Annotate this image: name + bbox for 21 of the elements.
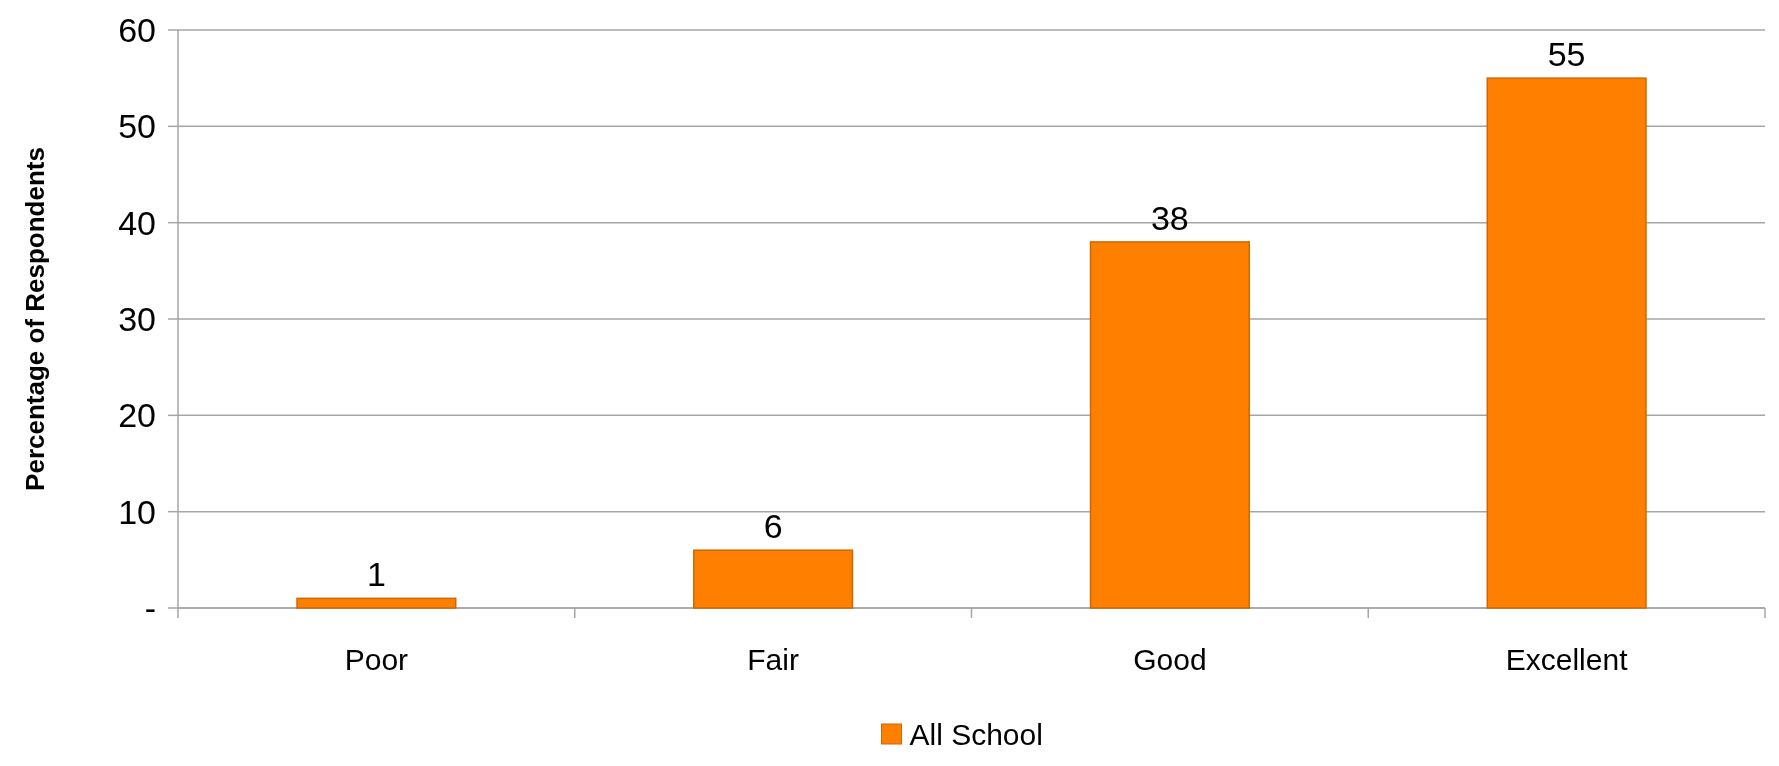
- y-tick-label: 60: [118, 10, 156, 49]
- bar: [1486, 77, 1647, 609]
- y-tick-label: -: [144, 588, 156, 627]
- bar: [296, 597, 457, 609]
- x-tick-label: Good: [1133, 643, 1207, 676]
- bar: [1089, 241, 1250, 609]
- x-tick-label: Fair: [747, 643, 799, 676]
- y-axis-title: Percentage of Respondents: [20, 147, 50, 491]
- data-label: 55: [1547, 35, 1586, 74]
- y-tick-label: 20: [118, 396, 156, 435]
- x-tick-label: Poor: [344, 643, 409, 676]
- legend-label: All School: [909, 717, 1043, 751]
- data-label: 38: [1150, 198, 1189, 237]
- y-tick-label: 40: [118, 203, 156, 242]
- bar: [693, 549, 854, 609]
- y-tick-label: 50: [118, 107, 156, 146]
- y-tick-label: 10: [118, 492, 156, 531]
- data-label: 6: [763, 507, 783, 546]
- y-tick-label: 30: [118, 299, 156, 338]
- x-tick-label: Excellent: [1505, 643, 1629, 676]
- data-label: 1: [366, 555, 386, 594]
